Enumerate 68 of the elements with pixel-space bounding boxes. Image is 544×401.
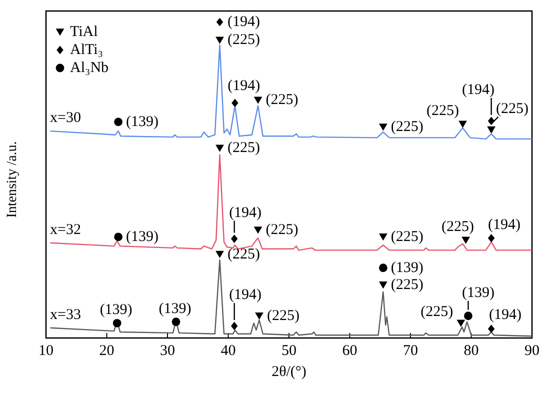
annotation: (225)	[390, 276, 424, 293]
y-axis-title: Intensity /a.u.	[5, 141, 20, 218]
annotation: (225)	[496, 100, 529, 117]
annotation: (194)	[229, 286, 262, 303]
x-tick-label: 10	[38, 343, 54, 359]
annotation: (225)	[426, 103, 459, 120]
series-label: x=30	[50, 110, 81, 126]
point	[216, 36, 224, 44]
x-tick-label: 20	[99, 343, 114, 359]
x-axis-title: 2θ/(°)	[272, 364, 306, 380]
annotation: (225)	[227, 32, 260, 48]
point	[456, 320, 466, 327]
point	[254, 96, 262, 104]
point	[487, 126, 496, 134]
point	[464, 312, 472, 320]
point	[378, 264, 388, 272]
x-tick-label: 40	[220, 343, 236, 359]
x-tick-label: 80	[464, 343, 479, 359]
point	[378, 282, 388, 289]
series-label: x=33	[50, 306, 81, 323]
legend-label: AlTi₃	[70, 42, 104, 58]
point	[488, 234, 495, 242]
point	[232, 98, 238, 108]
annotation: (139)	[100, 302, 132, 318]
point	[462, 236, 470, 244]
annotation: (139)	[126, 114, 159, 130]
point	[216, 18, 224, 26]
point	[216, 250, 224, 258]
annotation: (225)	[227, 140, 260, 156]
point	[230, 234, 238, 243]
annotation: (139)	[462, 284, 494, 301]
annotation: (225)	[442, 219, 474, 236]
point	[112, 318, 122, 328]
annotation: (225)	[390, 228, 424, 245]
annotation: (194)	[462, 82, 495, 98]
x-tick-label: 90	[524, 343, 540, 359]
point	[255, 312, 264, 320]
annotation: (225)	[266, 308, 300, 324]
point	[254, 226, 262, 234]
point	[216, 144, 224, 152]
x-tick-label: 70	[403, 343, 418, 359]
annotation: (194)	[229, 204, 262, 221]
point	[172, 318, 180, 326]
point	[488, 324, 495, 334]
annotation: (225)	[420, 304, 454, 320]
point	[378, 124, 388, 131]
x-tick-label: 30	[160, 343, 175, 359]
point	[458, 120, 467, 128]
annotation: (139)	[126, 228, 159, 245]
annotation: (194)	[228, 78, 260, 94]
annotation: (225)	[266, 222, 298, 238]
annotation: (194)	[489, 306, 522, 323]
x-tick-label: 50	[282, 343, 296, 359]
point	[378, 234, 388, 241]
annotation: (225)	[266, 92, 298, 108]
series-label: x=32	[50, 222, 81, 238]
x-tick-label: 60	[342, 343, 358, 359]
point	[114, 232, 122, 242]
point	[114, 118, 122, 126]
legend-label: Al₃Nb	[70, 60, 109, 76]
annotation: (194)	[488, 217, 521, 234]
annotation: (225)	[227, 246, 260, 262]
legend-label: TiAl	[70, 24, 98, 40]
annotation: (194)	[227, 14, 260, 30]
annotation: (139)	[390, 260, 424, 276]
point	[230, 322, 238, 330]
annotation: (225)	[390, 118, 424, 135]
annotation: (139)	[158, 300, 192, 317]
